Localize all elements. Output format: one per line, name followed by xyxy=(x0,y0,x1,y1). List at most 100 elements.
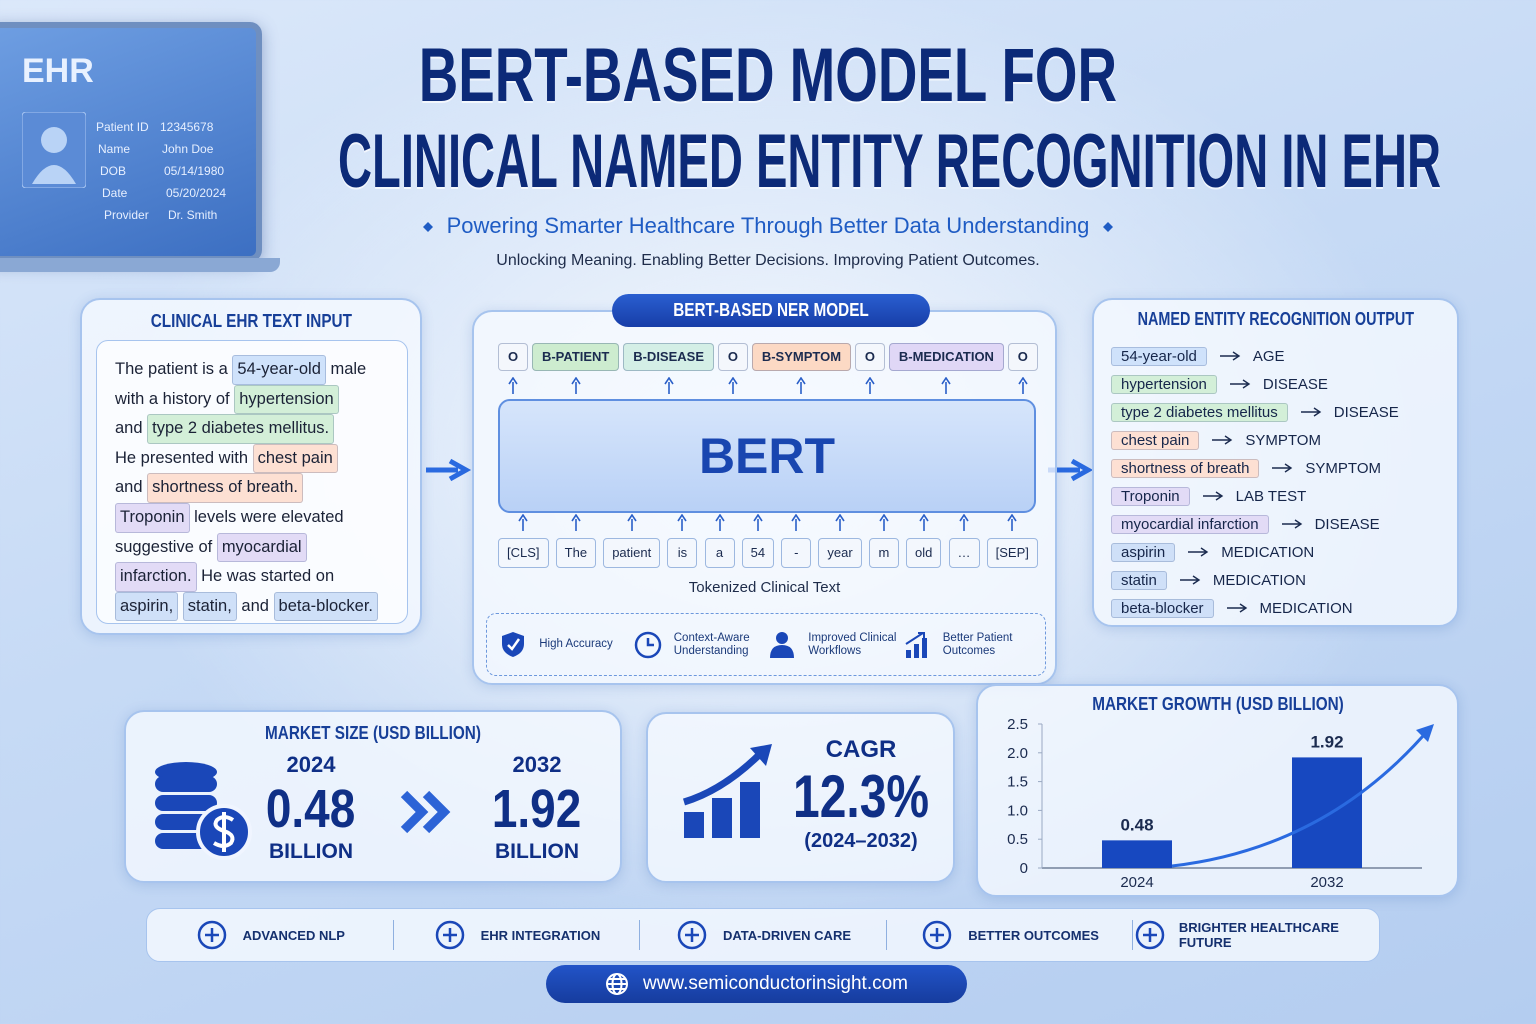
arrow-shape xyxy=(627,514,637,531)
entity-label: MEDICATION xyxy=(1221,543,1315,561)
up-arrow xyxy=(1007,514,1017,531)
entity-chip: type 2 diabetes mellitus xyxy=(1111,402,1288,422)
ehr-field-value: 12345678 xyxy=(160,120,214,134)
feature-label: High Accuracy xyxy=(539,638,613,650)
footer-icon xyxy=(435,920,464,950)
shield xyxy=(502,631,525,657)
up-arrow xyxy=(663,377,674,394)
value-label: 1.92 xyxy=(1310,732,1343,751)
input-line: infarction. He was started on xyxy=(115,562,378,592)
mini-arrow xyxy=(905,631,925,645)
right-arrow xyxy=(1272,463,1293,473)
url-pill[interactable]: www.semiconductorinsight.com xyxy=(546,965,967,1003)
arrow-shape xyxy=(1300,407,1322,417)
entity-highlight: infarction. xyxy=(115,562,197,592)
token: - xyxy=(781,538,812,568)
up-arrow xyxy=(879,514,889,531)
arrow-shape xyxy=(518,514,528,531)
right-arrow xyxy=(1281,519,1302,529)
chart-title: MARKET GROWTH (USD BILLION) xyxy=(1091,694,1344,714)
panel-title-text: CLINICAL EHR TEXT INPUT xyxy=(150,311,352,331)
footer-icon xyxy=(677,920,707,950)
input-lines: The patient is a 54-year-old male with a … xyxy=(115,355,379,622)
footer-item: DATA-DRIVEN CARE xyxy=(640,920,887,950)
token-column: The xyxy=(555,514,597,568)
chevrons xyxy=(400,790,451,834)
input-line: The patient is a 54-year-old male xyxy=(115,355,378,385)
input-line: He presented with chest pain xyxy=(115,443,378,474)
ehr-field-label: Name xyxy=(98,142,131,156)
bar xyxy=(1292,757,1362,868)
entity-highlight: shortness of breath. xyxy=(147,473,303,503)
size-value: 0.48 xyxy=(246,778,376,840)
arrow-shape xyxy=(663,377,674,394)
up-arrow xyxy=(627,514,637,531)
footer-icon xyxy=(1136,920,1165,950)
up-arrow xyxy=(835,514,845,531)
entity-highlight: type 2 diabetes mellitus. xyxy=(147,414,335,444)
ehr-field: Provider Dr. Smith xyxy=(104,208,217,222)
cagr-panel: CAGR 12.3% (2024–2032) xyxy=(646,712,955,883)
entity-chip: myocardial infarction xyxy=(1111,514,1269,534)
input-line: aspirin, statin, and beta-blocker. xyxy=(115,591,379,622)
token: patient xyxy=(603,538,661,568)
icon-circle xyxy=(435,920,464,950)
input-line: Troponin levels were elevated xyxy=(115,502,378,533)
icon-mark xyxy=(684,928,699,942)
size-year: 2032 xyxy=(512,752,562,777)
input-line: and type 2 diabetes mellitus. xyxy=(115,414,378,444)
arrow-shape xyxy=(1272,463,1293,473)
footer-strip: ADVANCED NLP EHR INTEGRATION DATA-DRIVEN C… xyxy=(146,908,1380,962)
url-text[interactable]: www.semiconductorinsight.com xyxy=(642,973,909,994)
tag-column: O xyxy=(854,343,886,395)
ner-tag: B-DISEASE xyxy=(623,343,715,371)
size-value-text: 1.92 xyxy=(492,779,582,839)
ehr-field-label: Provider xyxy=(104,208,149,222)
panel-title: MARKET SIZE (USD BILLION) xyxy=(126,723,620,744)
footer-icon xyxy=(922,920,952,950)
feature-icon xyxy=(770,631,795,658)
token-column: 54 xyxy=(741,514,775,568)
token-column: patient xyxy=(603,514,661,568)
plain-text: He was started on xyxy=(196,567,335,586)
arrow-shape xyxy=(796,377,807,394)
cagr-title: CAGR xyxy=(825,736,897,763)
icon-mark xyxy=(930,928,945,942)
globe-icon xyxy=(605,973,628,995)
output-row: hypertension DISEASE xyxy=(1111,370,1399,398)
y-tick-label: 2.5 xyxy=(1007,716,1028,733)
size-value-text: 0.48 xyxy=(266,779,356,839)
token: old xyxy=(906,538,942,568)
ehr-field: Patient ID 12345678 xyxy=(96,120,213,134)
feature: High Accuracy xyxy=(499,630,629,660)
icon-circle xyxy=(197,920,226,950)
cagr-value: 12.3% xyxy=(776,764,946,830)
ner-tag: O xyxy=(717,343,748,371)
x-tick-label: 2032 xyxy=(1310,874,1343,891)
output-row: beta-blocker MEDICATION xyxy=(1111,594,1399,622)
footer-label: BETTER OUTCOMES xyxy=(968,927,1099,943)
model-title: BERT-BASED NER MODEL xyxy=(673,300,869,320)
plain-text: The patient is a xyxy=(115,360,233,378)
right-arrow xyxy=(1179,575,1201,585)
token-column: m xyxy=(868,514,899,568)
plain-text: and xyxy=(236,596,274,615)
ehr-field-value: Dr. Smith xyxy=(168,208,218,222)
entity-label: DISEASE xyxy=(1262,375,1328,393)
ehr-field-value: John Doe xyxy=(162,142,214,156)
ner-tag: B-MEDICATION xyxy=(888,343,1004,371)
entity-highlight: beta-blocker. xyxy=(273,591,379,622)
tag-column: O xyxy=(717,343,748,395)
arrow-shape xyxy=(1188,547,1209,557)
tag-column: O xyxy=(1007,343,1038,395)
arrow-shape xyxy=(508,377,518,394)
token-row: [CLS] The patient is a 54- year m old… [SEP] xyxy=(498,514,1038,568)
entity-highlight: Troponin xyxy=(115,502,190,533)
tag-row: O B-PATIENT B-DISEASE O B-SYMPTOM O B-MEDICATI… xyxy=(498,343,1038,395)
feature: Context-Aware Understanding xyxy=(634,630,764,660)
entity-chip: beta-blocker xyxy=(1111,598,1214,618)
growth-arrowhead xyxy=(750,744,772,766)
up-arrow xyxy=(571,377,581,394)
feature-icon xyxy=(502,631,525,657)
